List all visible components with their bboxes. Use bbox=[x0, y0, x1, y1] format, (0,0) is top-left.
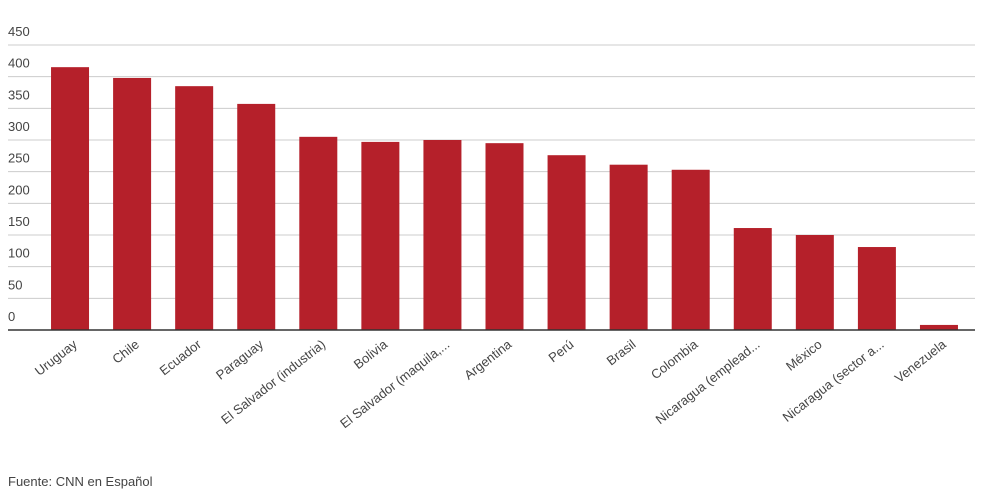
x-tick-label: El Salvador (industria) bbox=[218, 337, 328, 428]
y-tick-label: 400 bbox=[8, 56, 30, 71]
bar bbox=[547, 155, 586, 330]
x-tick-label: El Salvador (maquila,... bbox=[337, 337, 452, 432]
bar bbox=[485, 143, 524, 330]
y-tick-label: 50 bbox=[8, 277, 22, 292]
bar bbox=[919, 324, 958, 330]
bar bbox=[795, 235, 834, 330]
bar bbox=[361, 141, 400, 330]
bar bbox=[299, 136, 338, 330]
bar bbox=[733, 228, 772, 330]
x-tick-label: Colombia bbox=[648, 336, 701, 382]
bar bbox=[609, 164, 648, 330]
y-tick-label: 150 bbox=[8, 214, 30, 229]
y-tick-label: 200 bbox=[8, 182, 30, 197]
bar bbox=[671, 169, 710, 330]
x-tick-label: Ecuador bbox=[157, 336, 205, 378]
x-tick-label: Chile bbox=[109, 337, 142, 367]
source-note: Fuente: CNN en Español bbox=[8, 474, 153, 489]
x-tick-label: Nicaragua (sector a... bbox=[780, 337, 887, 425]
bar bbox=[113, 77, 152, 330]
bar bbox=[423, 140, 462, 330]
y-tick-label: 450 bbox=[8, 24, 30, 39]
x-tick-label: Bolivia bbox=[351, 336, 391, 372]
y-tick-label: 250 bbox=[8, 151, 30, 166]
y-tick-label: 300 bbox=[8, 119, 30, 134]
x-tick-label: Paraguay bbox=[213, 336, 266, 382]
bar bbox=[237, 103, 276, 331]
bar bbox=[51, 67, 90, 331]
x-tick-label: Brasil bbox=[604, 336, 639, 368]
x-tick-label: Nicaragua (emplead... bbox=[653, 337, 763, 428]
x-tick-label: Perú bbox=[546, 337, 577, 366]
x-tick-label: Argentina bbox=[461, 336, 515, 383]
y-tick-label: 0 bbox=[8, 309, 15, 324]
x-tick-label: Venezuela bbox=[892, 336, 950, 386]
bar bbox=[857, 247, 896, 330]
x-tick-label: México bbox=[783, 337, 825, 374]
y-tick-label: 100 bbox=[8, 246, 30, 261]
y-tick-label: 350 bbox=[8, 87, 30, 102]
bar bbox=[175, 86, 214, 331]
x-tick-label: Uruguay bbox=[32, 336, 80, 378]
